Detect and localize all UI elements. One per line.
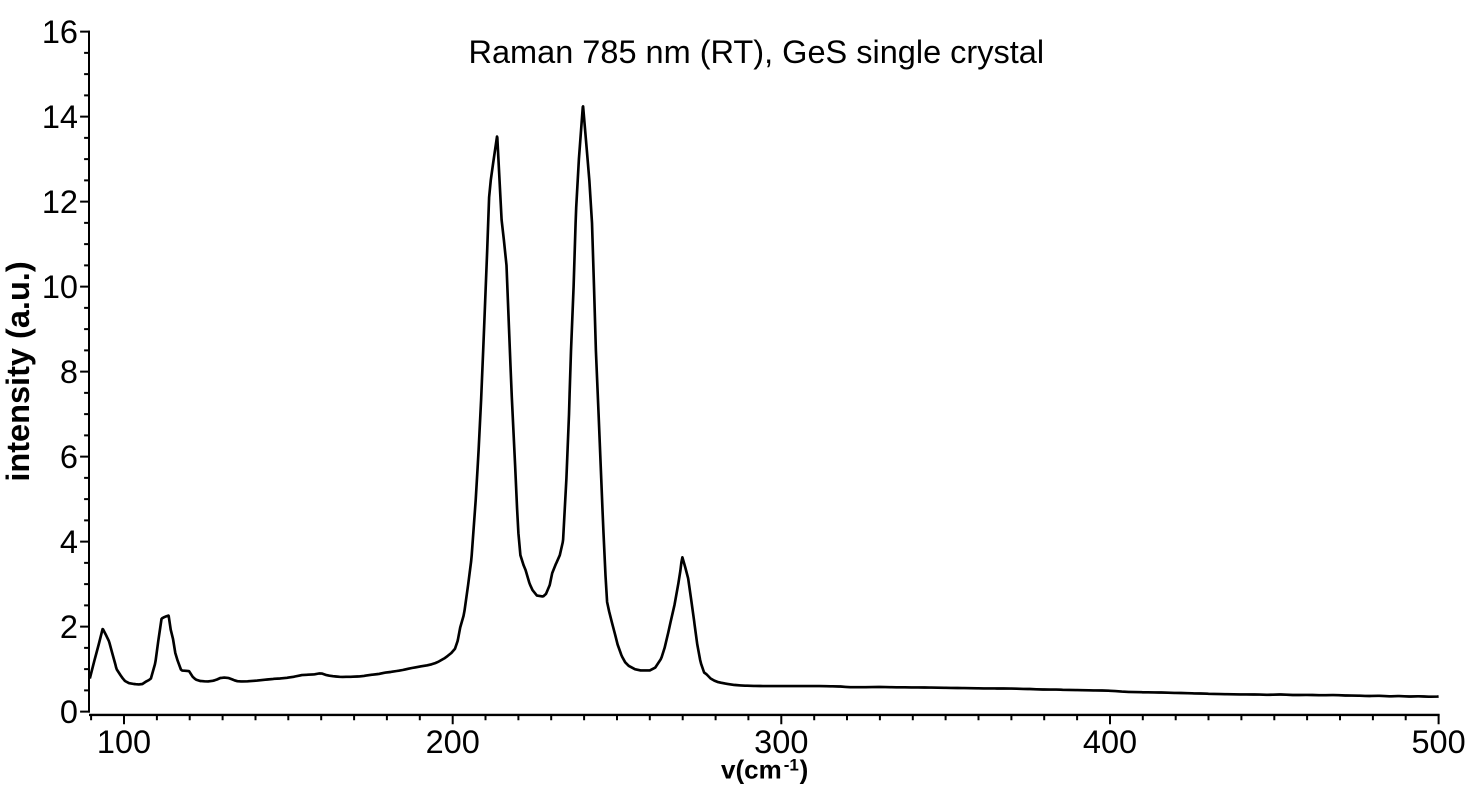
svg-text:10: 10 <box>42 269 78 305</box>
svg-text:4: 4 <box>60 524 78 560</box>
svg-text:16: 16 <box>42 14 78 50</box>
svg-text:200: 200 <box>426 724 480 760</box>
svg-text:8: 8 <box>60 354 78 390</box>
svg-text:6: 6 <box>60 439 78 475</box>
svg-text:500: 500 <box>1411 724 1465 760</box>
svg-text:100: 100 <box>97 724 151 760</box>
svg-text:0: 0 <box>60 694 78 730</box>
svg-text:300: 300 <box>754 724 808 760</box>
svg-text:2: 2 <box>60 609 78 645</box>
svg-text:Raman 785 nm (RT), GeS single: Raman 785 nm (RT), GeS single crystal <box>469 34 1045 70</box>
svg-text:14: 14 <box>42 99 78 135</box>
svg-text:400: 400 <box>1083 724 1137 760</box>
svg-text:12: 12 <box>42 184 78 220</box>
svg-text:intensity (a.u.): intensity (a.u.) <box>0 261 36 481</box>
